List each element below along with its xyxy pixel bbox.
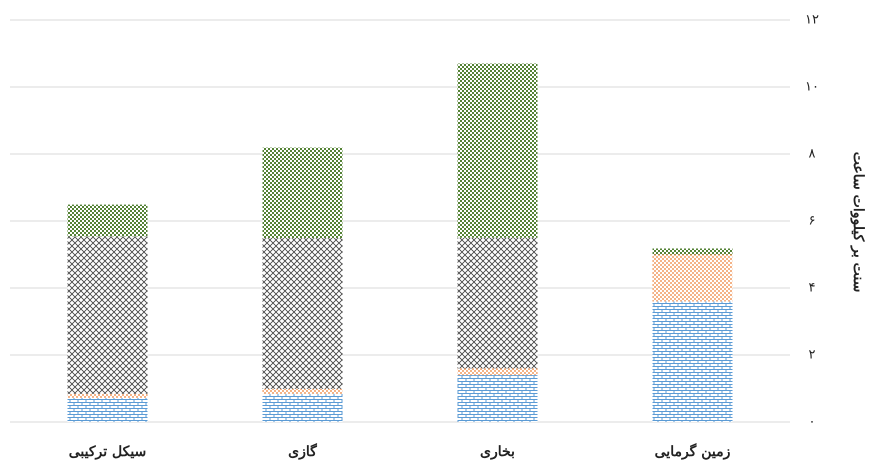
x-tick-label: زمین گرمایی [655, 443, 731, 460]
x-tick-label: سیکل ترکیبی [69, 444, 147, 460]
bar-segment [652, 301, 733, 422]
bar-segment [262, 147, 343, 239]
x-tick-label: بخاری [480, 444, 515, 460]
bar-segment [262, 388, 343, 394]
bar-segment [67, 397, 148, 422]
y-tick-label: ۸ [809, 147, 816, 162]
x-tick-label: گازی [288, 443, 317, 460]
bar-segment [262, 238, 343, 389]
bar-segment [652, 248, 733, 255]
y-tick-label: ۴ [809, 281, 816, 296]
y-axis-label: سنت بر کیلووات ساعت [850, 152, 866, 293]
bar-segment [457, 375, 538, 422]
y-tick-label: ۱۰ [805, 80, 819, 95]
bar-segment [67, 204, 148, 237]
y-tick-label: ۰ [809, 415, 816, 430]
bar-segment [67, 236, 148, 394]
y-tick-label: ۲ [809, 348, 816, 363]
bar-segment [457, 237, 538, 369]
bar-segment [457, 368, 538, 376]
bar-segment [457, 63, 538, 238]
bar-segment [652, 254, 733, 302]
y-tick-label: ۱۲ [805, 13, 819, 28]
y-tick-label: ۶ [809, 214, 816, 229]
bar-segment [67, 393, 148, 398]
bar-segment [262, 393, 343, 422]
